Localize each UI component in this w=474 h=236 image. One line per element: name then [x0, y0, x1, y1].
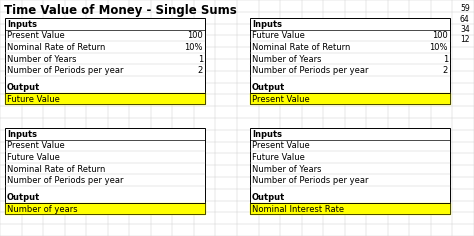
Text: Future Value: Future Value [7, 95, 60, 104]
Text: Present Value: Present Value [252, 95, 310, 104]
Text: 10%: 10% [184, 43, 203, 52]
Text: 64: 64 [460, 15, 470, 24]
Text: 34: 34 [460, 25, 470, 34]
Text: 10%: 10% [429, 43, 448, 52]
Text: Inputs: Inputs [7, 130, 37, 139]
Text: Present Value: Present Value [7, 31, 65, 41]
Text: Nominal Rate of Return: Nominal Rate of Return [7, 43, 105, 52]
Bar [250, 93, 450, 104]
Text: Future Value: Future Value [252, 153, 305, 162]
Text: Output: Output [7, 193, 40, 202]
Bar [250, 18, 450, 104]
Text: Nominal Rate of Return: Nominal Rate of Return [7, 164, 105, 173]
Text: Number of Periods per year: Number of Periods per year [252, 66, 368, 75]
Text: Number of Years: Number of Years [7, 55, 76, 63]
Bar [5, 93, 205, 104]
Text: Output: Output [252, 83, 285, 92]
Text: Number of years: Number of years [7, 205, 78, 214]
Text: Future Value: Future Value [7, 153, 60, 162]
Text: 1: 1 [198, 55, 203, 63]
Text: 59: 59 [460, 4, 470, 13]
Bar [250, 93, 450, 104]
Text: Future Value: Future Value [252, 31, 305, 41]
Bar [250, 128, 450, 214]
Text: Present Value: Present Value [252, 142, 310, 151]
Text: Time Value of Money - Single Sums: Time Value of Money - Single Sums [4, 4, 237, 17]
Text: Nominal Interest Rate: Nominal Interest Rate [252, 205, 344, 214]
Text: Inputs: Inputs [7, 20, 37, 29]
Text: Output: Output [7, 83, 40, 92]
Text: 2: 2 [443, 66, 448, 75]
Bar [5, 203, 205, 214]
Bar [5, 203, 205, 214]
Text: 12: 12 [460, 35, 470, 44]
Text: 2: 2 [198, 66, 203, 75]
Bar [5, 128, 205, 214]
Bar [5, 93, 205, 104]
Bar [5, 18, 205, 104]
Text: Inputs: Inputs [252, 20, 282, 29]
Text: 100: 100 [432, 31, 448, 41]
Bar [250, 203, 450, 214]
Text: Present Value: Present Value [7, 142, 65, 151]
Text: Nominal Rate of Return: Nominal Rate of Return [252, 43, 350, 52]
Text: Number of Periods per year: Number of Periods per year [252, 176, 368, 185]
Bar [250, 203, 450, 214]
Text: Inputs: Inputs [252, 130, 282, 139]
Text: Output: Output [252, 193, 285, 202]
Text: Number of Periods per year: Number of Periods per year [7, 176, 124, 185]
Text: 1: 1 [443, 55, 448, 63]
Text: Number of Years: Number of Years [252, 55, 321, 63]
Text: Number of Years: Number of Years [252, 164, 321, 173]
Text: Number of Periods per year: Number of Periods per year [7, 66, 124, 75]
Text: 100: 100 [187, 31, 203, 41]
